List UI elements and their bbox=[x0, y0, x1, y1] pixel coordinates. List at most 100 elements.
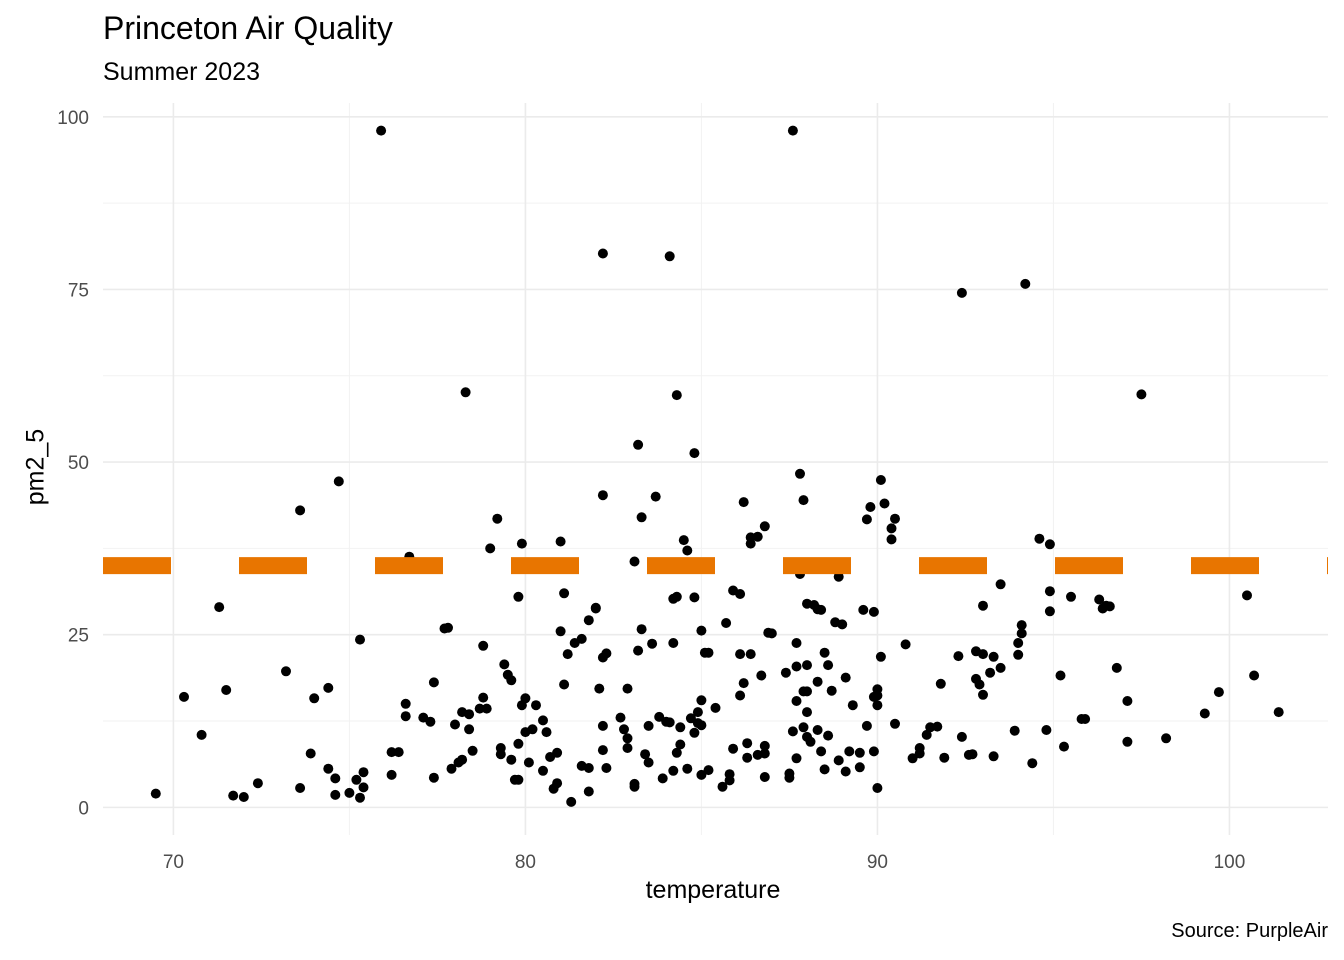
data-point bbox=[872, 700, 883, 711]
data-point bbox=[633, 439, 644, 450]
data-point bbox=[689, 448, 700, 459]
data-point bbox=[523, 757, 534, 768]
data-point bbox=[752, 531, 763, 542]
data-point bbox=[1016, 628, 1027, 639]
data-point bbox=[689, 592, 700, 603]
data-point bbox=[1122, 696, 1133, 706]
data-point bbox=[886, 534, 897, 545]
data-point bbox=[376, 125, 387, 136]
data-point bbox=[1055, 670, 1066, 681]
data-point bbox=[802, 660, 812, 671]
data-point bbox=[400, 698, 411, 709]
data-point bbox=[400, 711, 411, 722]
data-point bbox=[629, 556, 640, 567]
data-point bbox=[696, 695, 707, 706]
data-point bbox=[823, 730, 834, 741]
data-point bbox=[467, 745, 478, 756]
data-point bbox=[513, 591, 524, 602]
data-point bbox=[330, 773, 341, 784]
data-point bbox=[1213, 687, 1224, 698]
data-point bbox=[721, 618, 732, 628]
data-point bbox=[823, 660, 834, 671]
data-point bbox=[636, 624, 647, 635]
data-point bbox=[386, 747, 397, 758]
data-point bbox=[179, 691, 189, 702]
data-point bbox=[844, 746, 855, 757]
data-point bbox=[703, 647, 714, 658]
data-point bbox=[478, 692, 489, 703]
data-point bbox=[527, 724, 538, 735]
data-point bbox=[728, 743, 739, 754]
data-point bbox=[478, 640, 489, 651]
data-point bbox=[914, 743, 925, 753]
x-tick-label: 100 bbox=[1214, 852, 1246, 873]
data-point bbox=[513, 774, 524, 785]
data-point bbox=[305, 748, 316, 759]
data-point bbox=[1199, 708, 1210, 719]
data-point bbox=[738, 497, 749, 508]
data-point bbox=[682, 763, 693, 774]
data-point bbox=[601, 648, 612, 659]
data-point bbox=[1020, 278, 1031, 289]
data-point bbox=[872, 783, 883, 793]
data-point bbox=[787, 726, 798, 737]
data-point bbox=[671, 390, 682, 401]
data-point bbox=[696, 625, 707, 636]
data-point bbox=[485, 543, 496, 554]
data-point bbox=[295, 783, 306, 793]
data-point bbox=[664, 251, 675, 262]
data-point bbox=[742, 752, 753, 763]
data-point bbox=[238, 792, 249, 802]
data-point bbox=[791, 753, 802, 764]
data-point bbox=[798, 722, 809, 733]
data-point bbox=[622, 683, 633, 694]
data-point bbox=[710, 702, 721, 713]
data-point bbox=[506, 754, 517, 765]
data-point bbox=[654, 711, 665, 722]
data-point bbox=[840, 672, 851, 683]
data-point bbox=[847, 700, 858, 711]
data-point bbox=[953, 651, 964, 662]
data-point bbox=[995, 662, 1006, 673]
data-point bbox=[787, 125, 798, 136]
data-point bbox=[425, 716, 436, 727]
data-point bbox=[590, 603, 601, 614]
data-point bbox=[682, 545, 693, 556]
data-point bbox=[196, 729, 207, 740]
data-point bbox=[812, 725, 823, 735]
data-point bbox=[854, 747, 865, 758]
data-point bbox=[671, 747, 682, 758]
data-point bbox=[1104, 601, 1115, 612]
data-point bbox=[474, 703, 485, 714]
data-point bbox=[826, 685, 837, 696]
data-point bbox=[355, 792, 365, 803]
data-point bbox=[464, 709, 475, 720]
data-point bbox=[791, 638, 802, 648]
data-point bbox=[819, 647, 830, 658]
chart-title: Princeton Air Quality bbox=[103, 10, 393, 46]
data-point bbox=[1080, 714, 1091, 724]
data-point bbox=[900, 639, 911, 650]
data-point bbox=[355, 634, 365, 645]
data-point bbox=[1066, 591, 1076, 602]
data-point bbox=[1249, 670, 1260, 681]
data-point bbox=[858, 604, 869, 615]
data-point bbox=[633, 645, 644, 656]
data-point bbox=[907, 753, 918, 764]
data-point bbox=[597, 248, 608, 259]
data-point bbox=[735, 589, 746, 599]
data-point bbox=[622, 733, 633, 744]
data-point bbox=[481, 703, 492, 714]
data-point bbox=[450, 719, 460, 730]
data-point bbox=[1122, 736, 1133, 747]
data-point bbox=[795, 468, 805, 479]
data-point bbox=[622, 743, 633, 753]
data-point bbox=[555, 536, 566, 547]
data-point bbox=[555, 626, 566, 637]
data-point bbox=[861, 720, 872, 731]
data-point bbox=[759, 521, 770, 532]
data-point bbox=[386, 769, 397, 780]
data-point bbox=[668, 765, 679, 776]
data-point bbox=[513, 738, 524, 749]
